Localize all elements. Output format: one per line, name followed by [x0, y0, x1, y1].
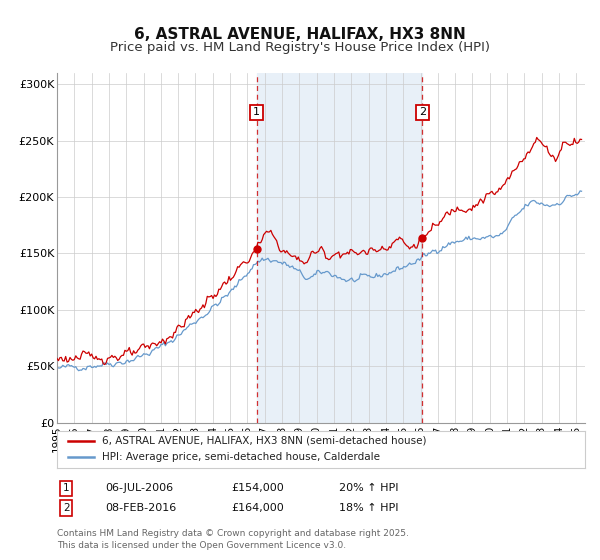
- Text: 20% ↑ HPI: 20% ↑ HPI: [339, 483, 398, 493]
- Text: 18% ↑ HPI: 18% ↑ HPI: [339, 503, 398, 513]
- Text: 08-FEB-2016: 08-FEB-2016: [105, 503, 176, 513]
- Text: 1: 1: [253, 108, 260, 117]
- Text: 2: 2: [419, 108, 426, 117]
- Text: 1: 1: [63, 483, 70, 493]
- Text: 6, ASTRAL AVENUE, HALIFAX, HX3 8NN (semi-detached house): 6, ASTRAL AVENUE, HALIFAX, HX3 8NN (semi…: [102, 436, 427, 446]
- Text: 2: 2: [63, 503, 70, 513]
- Text: Price paid vs. HM Land Registry's House Price Index (HPI): Price paid vs. HM Land Registry's House …: [110, 40, 490, 54]
- Text: 6, ASTRAL AVENUE, HALIFAX, HX3 8NN: 6, ASTRAL AVENUE, HALIFAX, HX3 8NN: [134, 27, 466, 42]
- Text: Contains HM Land Registry data © Crown copyright and database right 2025.
This d: Contains HM Land Registry data © Crown c…: [57, 529, 409, 550]
- Bar: [257, 73, 422, 423]
- Text: 06-JUL-2006: 06-JUL-2006: [105, 483, 173, 493]
- Text: £154,000: £154,000: [231, 483, 284, 493]
- Text: HPI: Average price, semi-detached house, Calderdale: HPI: Average price, semi-detached house,…: [102, 452, 380, 462]
- Text: £164,000: £164,000: [231, 503, 284, 513]
